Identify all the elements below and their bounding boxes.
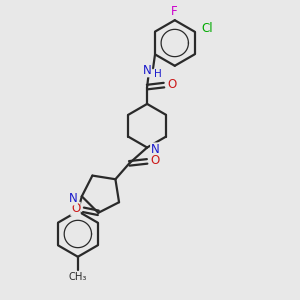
Text: O: O: [71, 202, 80, 215]
Text: CH₃: CH₃: [69, 272, 87, 282]
Text: N: N: [143, 64, 152, 77]
Text: O: O: [150, 154, 160, 167]
Text: N: N: [68, 192, 77, 205]
Text: H: H: [154, 69, 162, 79]
Text: F: F: [170, 5, 177, 18]
Text: O: O: [167, 78, 176, 91]
Text: Cl: Cl: [202, 22, 213, 35]
Text: N: N: [151, 143, 159, 156]
